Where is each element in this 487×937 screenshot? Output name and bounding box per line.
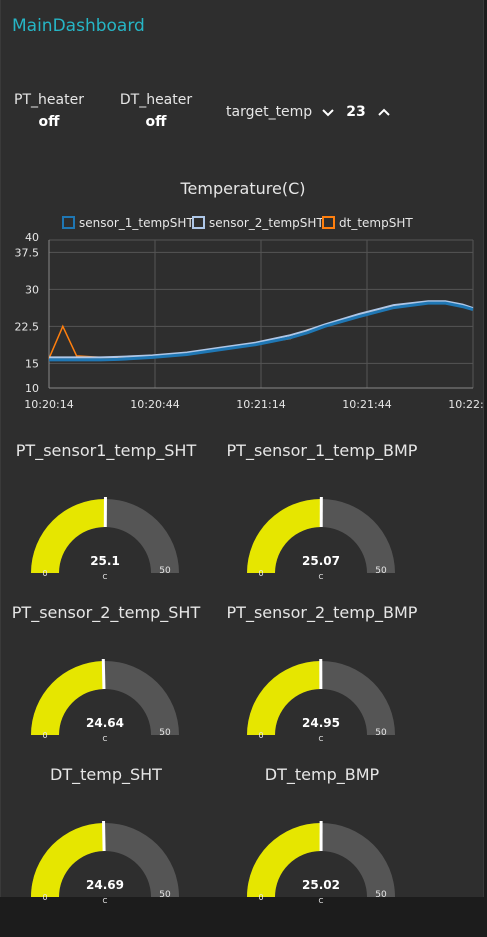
y-tick-label: 40	[25, 231, 39, 244]
pt-heater-value: off	[5, 114, 93, 130]
gauge: 24.95 C 0 50	[217, 635, 427, 775]
gauge-value: 24.95	[302, 716, 340, 730]
gauge-title: DT_temp_SHT	[1, 765, 211, 784]
gauge-min: 0	[42, 569, 47, 578]
dt-heater-value: off	[112, 114, 200, 130]
gauge-title: PT_sensor_2_temp_BMP	[217, 603, 427, 622]
dashboard-panel: MainDashboard PT_heater off DT_heater of…	[0, 0, 484, 897]
gauge-max: 50	[159, 728, 171, 738]
y-tick-label: 37.5	[15, 246, 40, 259]
y-tick-label: 10	[25, 382, 39, 395]
y-tick-label: 15	[25, 357, 39, 370]
gauge-units: C	[103, 897, 108, 905]
target-temp-label: target_temp	[226, 104, 312, 120]
y-tick-label: 30	[25, 283, 39, 296]
gauge-title: PT_sensor_2_temp_SHT	[1, 603, 211, 622]
gauge-title: PT_sensor1_temp_SHT	[1, 441, 211, 460]
gauge-value: 25.1	[90, 554, 120, 568]
gauge-max: 50	[159, 890, 171, 900]
dt-heater-label: DT_heater	[112, 92, 200, 108]
y-tick-label: 22.5	[15, 320, 40, 333]
chevron-up-icon	[377, 105, 391, 119]
gauge-min: 0	[42, 731, 47, 740]
gauge-max: 50	[375, 566, 387, 576]
legend-swatch	[63, 217, 74, 228]
chart-legend: sensor_1_tempSHT sensor_2_tempSHT dt_tempS…	[63, 216, 413, 230]
target-temp-numeric: target_temp 23	[226, 99, 466, 125]
gauge-value: 25.07	[302, 554, 340, 568]
gauge-needle	[103, 659, 104, 689]
legend-swatch	[193, 217, 204, 228]
gauge-title: DT_temp_BMP	[217, 765, 427, 784]
gauge-units: C	[319, 897, 324, 905]
gauge-min: 0	[258, 731, 263, 740]
pt-heater-label: PT_heater	[5, 92, 93, 108]
gauge: 25.07 C 0 50	[217, 473, 427, 613]
legend-label: sensor_2_tempSHT	[209, 216, 324, 230]
gauge-units: C	[319, 573, 324, 581]
x-tick-label: 10:20:44	[130, 398, 179, 410]
temperature-chart: sensor_1_tempSHT sensor_2_tempSHT dt_tempS…	[1, 210, 485, 410]
x-tick-label: 10:20:14	[24, 398, 73, 410]
gauge: 24.64 C 0 50	[1, 635, 211, 775]
gauge-needle	[104, 821, 105, 851]
gauge-value: 24.69	[86, 878, 124, 892]
gauge: 24.69 C 0 50	[1, 797, 211, 937]
gauge: 25.1 C 0 50	[1, 473, 211, 613]
gauge-min: 0	[258, 893, 263, 902]
legend-swatch	[323, 217, 334, 228]
gauge-title: PT_sensor_1_temp_BMP	[217, 441, 427, 460]
x-tick-label: 10:21:44	[342, 398, 391, 410]
gauge-value: 24.64	[86, 716, 124, 730]
x-tick-label: 10:21:14	[236, 398, 285, 410]
gauge-max: 50	[375, 728, 387, 738]
gauge-units: C	[319, 735, 324, 743]
gauge-units: C	[103, 573, 108, 581]
chart-title: Temperature(C)	[1, 179, 485, 198]
target-temp-value: 23	[346, 104, 365, 120]
x-tick-label: 10:22:14	[448, 398, 485, 410]
chevron-down-icon	[321, 105, 335, 119]
group-title: MainDashboard	[12, 16, 145, 36]
gauge-max: 50	[159, 566, 171, 576]
gauge-min: 0	[258, 569, 263, 578]
gauge-max: 50	[375, 890, 387, 900]
decrease-button[interactable]	[316, 100, 340, 124]
gauge: 25.02 C 0 50	[217, 797, 427, 937]
increase-button[interactable]	[372, 100, 396, 124]
gauge-units: C	[103, 735, 108, 743]
legend-label: dt_tempSHT	[339, 216, 413, 230]
gauge-min: 0	[42, 893, 47, 902]
gauge-value: 25.02	[302, 878, 340, 892]
legend-label: sensor_1_tempSHT	[79, 216, 194, 230]
